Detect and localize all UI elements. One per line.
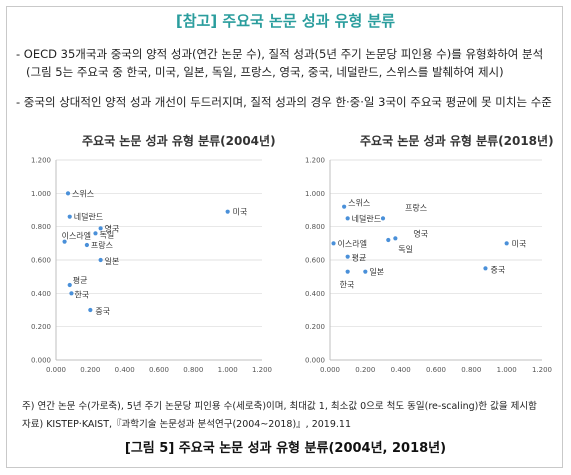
x-tick-label: 0.400 <box>391 366 411 374</box>
data-point <box>98 226 103 231</box>
y-tick-label: 1.000 <box>31 190 51 198</box>
data-point <box>67 282 72 288</box>
chart-2004: 0.000 0.200 0.400 0.600 0.800 1.000 1.200 0.000… <box>31 157 272 375</box>
x-tick-label: 1.200 <box>252 366 272 374</box>
chart-2018: 0.000 0.200 0.400 0.600 0.800 1.000 1.200 0.000… <box>305 157 552 375</box>
y-tick-label: 0.200 <box>31 323 51 331</box>
point-label: 한국 <box>340 281 355 290</box>
point-label: 미국 <box>233 208 248 217</box>
point-label: 평균 <box>73 275 88 285</box>
y-tick-label: 0.000 <box>31 357 51 365</box>
x-tick-label: 0.200 <box>355 366 375 374</box>
data-point <box>65 191 71 196</box>
y-tick-label: 0.800 <box>31 223 51 231</box>
note-source: 자료) KISTEP·KAIST,『과학기술 논문성과 분석연구(2004~20… <box>22 419 352 430</box>
point-label: 스위스 <box>348 199 370 208</box>
x-tick-label: 0.000 <box>46 366 66 374</box>
point-label: 스위스 <box>72 189 94 198</box>
page-title: [참고] 주요국 논문 성과 유형 분류 <box>175 12 396 30</box>
point-label: 중국 <box>95 307 110 316</box>
point-label: 영국 <box>413 228 428 238</box>
point-label: 프랑스 <box>405 202 427 212</box>
point-label: 이스라엘 <box>338 238 367 248</box>
data-point <box>225 209 230 214</box>
data-point <box>393 236 398 241</box>
bullet-1-line-2: (그림 5는 주요국 중 한국, 미국, 일본, 독일, 프랑스, 영국, 중국… <box>26 65 504 79</box>
point-label: 네덜란드 <box>74 212 103 222</box>
point-label: 일본 <box>105 257 120 266</box>
data-point <box>84 242 89 248</box>
data-point <box>69 291 74 296</box>
data-point <box>345 216 350 221</box>
data-point <box>98 257 103 263</box>
y-tick-label: 0.400 <box>305 290 325 298</box>
data-point <box>483 266 488 271</box>
point-label: 독일 <box>398 245 413 254</box>
data-point <box>363 269 368 274</box>
y-tick-label: 0.600 <box>31 257 51 265</box>
x-tick-label: 0.800 <box>183 366 203 374</box>
data-point <box>345 269 350 274</box>
data-point <box>67 214 72 219</box>
data-point <box>62 239 67 244</box>
point-label: 일본 <box>369 268 384 277</box>
data-point <box>504 241 509 246</box>
point-label: 이스라엘 <box>62 231 91 241</box>
y-tick-label: 0.200 <box>305 323 325 331</box>
figure-frame <box>6 6 563 468</box>
point-label: 프랑스 <box>91 240 113 250</box>
point-label: 독일 <box>99 230 114 239</box>
x-tick-label: 0.400 <box>115 366 135 374</box>
data-point <box>93 231 98 236</box>
point-label: 네덜란드 <box>352 213 381 223</box>
y-tick-label: 0.400 <box>31 290 51 298</box>
y-tick-label: 0.800 <box>305 223 325 231</box>
y-tick-label: 0.000 <box>305 357 325 365</box>
point-label: 평균 <box>352 253 367 263</box>
data-point <box>88 307 93 313</box>
data-point <box>331 241 336 246</box>
x-tick-label: 0.800 <box>461 366 481 374</box>
data-point <box>386 237 391 243</box>
data-point <box>342 204 347 209</box>
note-axes: 주) 연간 논문 수(가로축), 5년 주기 논문당 피인용 수(세로축)이며,… <box>22 401 537 412</box>
point-label: 미국 <box>512 239 527 248</box>
data-point <box>380 216 386 221</box>
y-tick-label: 1.200 <box>31 157 51 165</box>
point-label: 한국 <box>74 290 89 299</box>
bullet-2: - 중국의 상대적인 양적 성과 개선이 두드러지며, 질적 성과의 경우 한·… <box>16 95 552 109</box>
y-tick-label: 1.200 <box>305 157 325 165</box>
y-tick-label: 1.000 <box>305 190 325 198</box>
bullet-1-line-1: - OECD 35개국과 중국의 양적 성과(연간 논문 수), 질적 성과(5… <box>16 47 544 61</box>
figure-caption: [그림 5] 주요국 논문 성과 유형 분류(2004년, 2018년) <box>124 441 447 456</box>
x-tick-label: 1.000 <box>218 366 238 374</box>
point-label: 중국 <box>490 265 505 274</box>
data-point <box>345 254 350 259</box>
point-label: 영국 <box>105 223 120 233</box>
x-tick-label: 0.000 <box>320 366 340 374</box>
x-tick-label: 1.000 <box>497 366 517 374</box>
x-tick-label: 0.600 <box>426 366 446 374</box>
chart-2004-title: 주요국 논문 성과 유형 분류(2004년) <box>82 134 276 148</box>
x-tick-label: 0.600 <box>149 366 169 374</box>
chart-2018-title: 주요국 논문 성과 유형 분류(2018년) <box>360 134 554 148</box>
y-tick-label: 0.600 <box>305 257 325 265</box>
x-tick-label: 0.200 <box>80 366 100 374</box>
x-tick-label: 1.200 <box>532 366 552 374</box>
